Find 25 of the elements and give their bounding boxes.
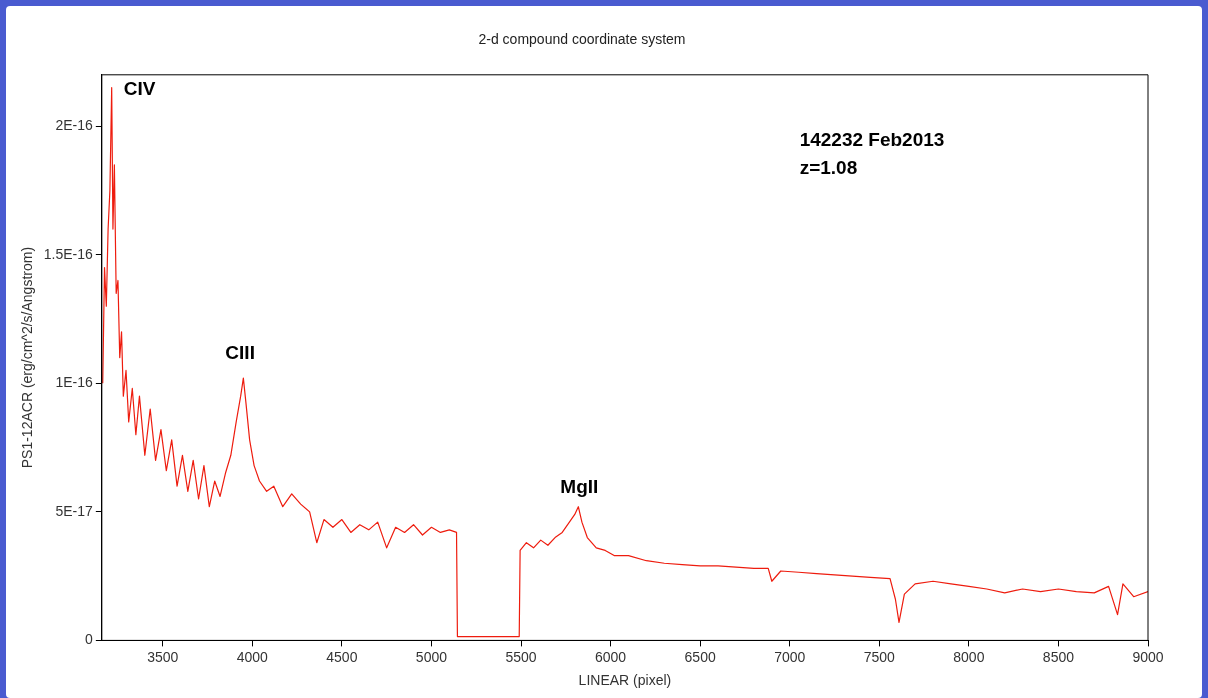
x-tick-label: 4000: [236, 648, 269, 665]
y-tick-label: 5E-17: [55, 502, 94, 519]
x-tick-label: 3500: [147, 648, 179, 665]
y-tick-label: 2E-16: [55, 117, 94, 134]
x-tick-label: 7500: [863, 648, 896, 665]
y-tick-label: 1.5E-16: [43, 245, 94, 262]
y-tick-label: 1E-16: [55, 374, 94, 391]
annotation: CIV: [123, 77, 156, 99]
x-tick-label: 9000: [1132, 648, 1164, 665]
annotation: CIII: [225, 342, 255, 364]
x-tick-label: 7000: [774, 648, 806, 665]
annotation: 142232 Feb2013: [799, 128, 945, 150]
x-tick-label: 5000: [415, 648, 448, 665]
annotation: MgII: [560, 476, 599, 498]
annotation: z=1.08: [799, 156, 858, 178]
chart-title: 2-d compound coordinate system: [478, 31, 686, 48]
x-tick-label: 6500: [684, 648, 716, 665]
x-tick-label: 8000: [953, 648, 985, 665]
y-axis-title: PS1-12ACR (erg/cm^2/s/Angstrom): [19, 246, 36, 469]
x-tick-label: 8500: [1042, 648, 1075, 665]
x-axis-title: LINEAR (pixel): [578, 672, 672, 689]
x-tick-label: 6000: [595, 648, 627, 665]
x-tick-label: 4500: [326, 648, 358, 665]
y-tick-label: 0: [85, 631, 94, 648]
x-tick-label: 5500: [505, 648, 537, 665]
